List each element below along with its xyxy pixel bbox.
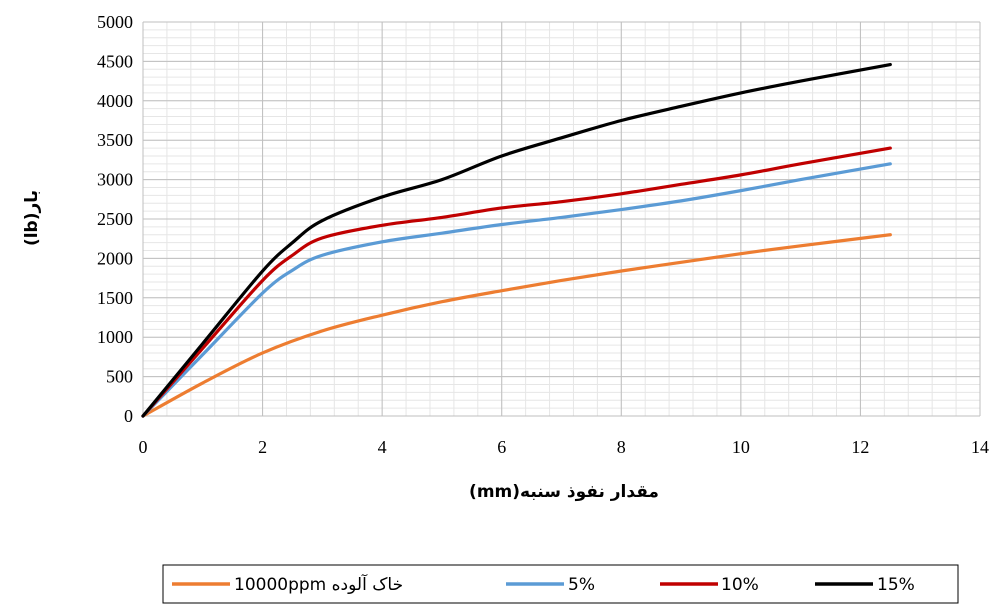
series-line-2 xyxy=(141,162,892,418)
y-tick-label: 1500 xyxy=(97,288,133,308)
x-tick-label: 0 xyxy=(139,437,148,457)
y-tick-label: 3000 xyxy=(97,170,133,190)
legend-label-4: 15% xyxy=(877,575,915,595)
x-tick-label: 2 xyxy=(258,437,267,457)
x-axis-ticks: 0 2 4 6 8 10 12 14 xyxy=(139,437,990,457)
series-line-4 xyxy=(141,62,892,418)
y-tick-label: 5000 xyxy=(97,12,133,32)
y-tick-label: 2500 xyxy=(97,209,133,229)
y-tick-label: 4500 xyxy=(97,51,133,71)
y-tick-label: 0 xyxy=(124,406,133,426)
legend: خاک آلوده 10000ppm 5% 10% 15% xyxy=(172,573,915,595)
x-axis-label: مقدار نفوذ سنبه(mm) xyxy=(469,482,659,502)
y-tick-label: 1000 xyxy=(97,327,133,347)
y-axis-label: بار(lb) xyxy=(22,190,42,246)
major-grid xyxy=(142,21,981,417)
legend-label-3: 10% xyxy=(721,575,759,595)
x-tick-label: 10 xyxy=(732,437,750,457)
series-line-3 xyxy=(141,146,892,418)
series-line-1 xyxy=(141,233,892,418)
legend-label-2: 5% xyxy=(568,575,595,595)
x-tick-label: 6 xyxy=(497,437,506,457)
x-tick-label: 8 xyxy=(617,437,626,457)
x-tick-label: 12 xyxy=(851,437,869,457)
y-tick-label: 3500 xyxy=(97,130,133,150)
y-tick-label: 4000 xyxy=(97,91,133,111)
legend-label-1: خاک آلوده 10000ppm xyxy=(234,573,403,595)
y-axis-ticks: 0 500 1000 1500 2000 2500 3000 3500 4000 4500 5000 xyxy=(97,12,133,426)
y-tick-label: 500 xyxy=(106,367,133,387)
series-layer xyxy=(141,62,892,418)
x-tick-label: 4 xyxy=(378,437,387,457)
y-tick-label: 2000 xyxy=(97,248,133,268)
x-tick-label: 14 xyxy=(971,437,989,457)
